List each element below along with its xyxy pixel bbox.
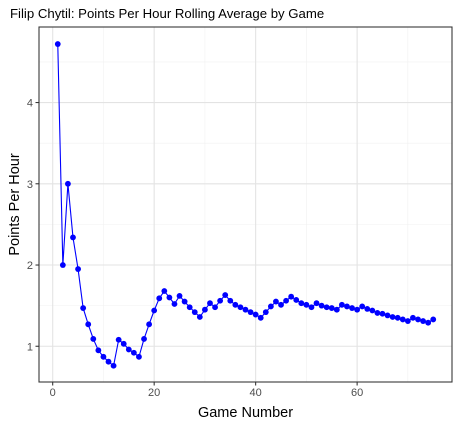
- plot-border: [38, 26, 453, 383]
- data-point: [354, 306, 361, 313]
- data-point: [136, 353, 142, 360]
- data-point: [404, 318, 411, 324]
- y-axis: 1 2 3 4: [27, 98, 39, 353]
- x-tick-label: 20: [148, 387, 160, 399]
- data-point: [318, 302, 325, 309]
- y-tick-label: 4: [27, 98, 33, 110]
- y-tick-label: 2: [27, 260, 33, 272]
- data-point: [212, 304, 218, 311]
- data-point: [328, 305, 335, 311]
- plot-panel: [39, 27, 452, 382]
- data-point: [95, 347, 102, 354]
- data-point: [166, 294, 173, 301]
- data-point: [349, 305, 355, 311]
- minor-grid: [39, 27, 452, 382]
- data-point: [369, 307, 376, 314]
- data-point: [54, 41, 61, 47]
- data-point: [267, 303, 274, 310]
- data-point: [425, 319, 432, 326]
- data-point: [176, 292, 183, 299]
- data-point: [227, 297, 234, 304]
- data-point: [161, 288, 168, 294]
- data-point: [384, 312, 391, 319]
- data-point: [359, 303, 366, 310]
- data-point: [252, 311, 259, 318]
- data-point: [257, 314, 264, 321]
- data-point: [339, 301, 345, 308]
- data-point: [59, 262, 66, 268]
- series-layer: [54, 41, 437, 369]
- data-point: [415, 316, 421, 323]
- data-point: [141, 336, 147, 342]
- data-point: [146, 321, 153, 328]
- data-point: [288, 293, 295, 300]
- y-tick-label: 1: [27, 341, 33, 353]
- y-axis-title: Points Per Hour: [7, 153, 23, 256]
- data-point: [313, 300, 320, 307]
- data-point: [120, 340, 127, 347]
- data-point: [217, 297, 224, 304]
- data-point: [222, 292, 229, 298]
- data-point: [323, 304, 330, 311]
- data-point: [410, 314, 416, 321]
- x-axis: 0 20 40 60: [50, 382, 363, 399]
- data-point: [273, 298, 279, 305]
- data-point: [207, 300, 213, 307]
- data-point: [100, 353, 107, 360]
- data-point: [105, 358, 112, 365]
- data-point: [232, 301, 239, 308]
- data-point: [278, 301, 284, 308]
- data-point: [171, 301, 178, 307]
- x-tick-label: 0: [50, 387, 56, 399]
- data-point: [156, 295, 163, 302]
- x-tick-label: 40: [250, 387, 262, 399]
- data-point: [399, 316, 406, 323]
- y-tick-label: 3: [27, 179, 33, 191]
- data-point: [115, 336, 122, 343]
- data-point: [130, 349, 137, 356]
- data-point: [374, 310, 381, 316]
- data-point: [420, 318, 426, 324]
- data-point: [333, 306, 340, 313]
- data-point: [110, 362, 117, 369]
- data-point: [196, 314, 203, 320]
- data-point: [125, 346, 132, 353]
- data-point: [262, 309, 269, 316]
- data-point: [186, 304, 193, 311]
- data-point: [308, 304, 315, 311]
- data-point: [293, 297, 300, 303]
- data-point: [90, 336, 97, 342]
- data-point: [80, 305, 87, 311]
- x-tick-label: 60: [351, 387, 363, 399]
- data-point: [151, 307, 158, 314]
- data-point: [364, 305, 371, 312]
- data-point: [379, 310, 386, 317]
- data-point: [283, 297, 289, 304]
- data-point: [75, 266, 81, 272]
- data-point: [191, 309, 198, 316]
- data-point: [242, 306, 249, 313]
- data-point: [181, 298, 188, 305]
- data-point: [298, 300, 305, 307]
- data-point: [344, 303, 350, 310]
- data-point: [70, 234, 76, 241]
- data-point: [85, 321, 92, 328]
- data-point: [394, 314, 401, 321]
- data-point: [247, 309, 254, 316]
- major-grid: [39, 27, 452, 382]
- data-point: [430, 316, 437, 323]
- data-point: [303, 301, 310, 308]
- x-axis-title: Game Number: [198, 405, 293, 421]
- chart-title: Filip Chytil: Points Per Hour Rolling Av…: [10, 6, 324, 21]
- data-point: [202, 306, 208, 313]
- data-point: [389, 314, 396, 320]
- data-point: [237, 304, 244, 311]
- data-point: [65, 180, 71, 187]
